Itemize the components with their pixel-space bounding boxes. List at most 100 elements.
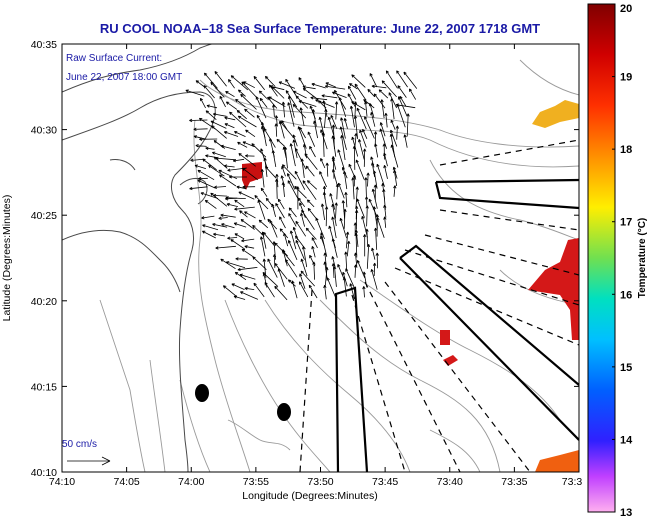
- current-vector: [260, 168, 265, 188]
- current-vector: [298, 77, 305, 88]
- current-vector: [307, 131, 316, 147]
- current-vector: [226, 202, 238, 207]
- current-vector: [334, 101, 339, 120]
- current-vector: [382, 143, 386, 160]
- current-vector: [331, 216, 337, 239]
- current-vector: [229, 111, 247, 128]
- current-vector: [235, 257, 248, 261]
- current-vector: [281, 182, 285, 197]
- current-vector: [365, 205, 369, 227]
- current-vector: [213, 232, 225, 237]
- x-tick-label: 73:50: [307, 476, 333, 488]
- current-vector: [323, 261, 328, 280]
- current-vector: [370, 156, 375, 168]
- inset-line-1: Raw Surface Current:: [66, 53, 162, 64]
- current-vector: [244, 108, 255, 118]
- current-vector: [185, 89, 205, 97]
- y-axis-ticks: 40:35 40:30 40:25 40:20 40:15 40:10: [31, 39, 579, 479]
- current-vector: [197, 169, 215, 181]
- current-vector: [362, 128, 368, 139]
- current-vector: [223, 131, 239, 137]
- current-vector: [342, 277, 347, 297]
- current-vector: [289, 230, 297, 250]
- current-vector: [299, 273, 306, 289]
- current-vector: [393, 185, 397, 197]
- current-vector: [237, 115, 257, 128]
- current-vector: [241, 238, 255, 243]
- y-tick-label: 40:20: [31, 296, 57, 308]
- current-vector: [352, 145, 357, 170]
- current-vector: [363, 99, 375, 109]
- current-vector: [371, 84, 387, 89]
- current-vector: [311, 109, 317, 127]
- current-vector: [287, 173, 296, 190]
- current-vector: [279, 216, 286, 229]
- current-vector: [208, 165, 225, 177]
- current-vector: [353, 264, 358, 278]
- current-vector: [322, 191, 327, 207]
- current-vector: [267, 218, 278, 230]
- current-vector: [274, 262, 288, 280]
- current-vector: [384, 112, 388, 128]
- current-vector: [321, 132, 325, 157]
- current-vector: [234, 206, 255, 211]
- current-vector: [262, 272, 279, 287]
- coastline: [62, 44, 216, 472]
- current-vector: [371, 247, 376, 260]
- current-vector: [295, 220, 307, 237]
- current-vector: [300, 258, 308, 277]
- current-vector: [201, 215, 215, 220]
- current-vector: [239, 291, 259, 300]
- current-vector: [390, 144, 399, 168]
- current-vector: [294, 170, 306, 190]
- current-vector: [195, 80, 205, 88]
- current-vector: [359, 129, 367, 148]
- current-vector: [214, 185, 227, 189]
- y-axis-label: Latitude (Degrees:Minutes): [1, 195, 13, 322]
- current-vector: [315, 99, 335, 108]
- current-vector: [306, 199, 315, 208]
- current-vector: [275, 202, 285, 219]
- current-vector: [300, 158, 305, 178]
- current-vector: [390, 129, 398, 147]
- current-vector: [200, 97, 206, 109]
- current-vector: [254, 195, 269, 210]
- current-vector: [282, 250, 295, 267]
- current-vector: [305, 227, 317, 240]
- current-vector: [403, 71, 418, 89]
- current-vector: [202, 158, 217, 171]
- current-vector: [383, 216, 387, 228]
- current-vector: [333, 266, 337, 287]
- x-axis-label: Longitude (Degrees:Minutes): [242, 490, 377, 502]
- current-vector: [274, 285, 288, 301]
- current-vector: [342, 170, 348, 190]
- current-vector: [358, 139, 365, 160]
- current-vector: [233, 131, 246, 137]
- x-tick-label: 73:40: [437, 476, 463, 488]
- current-vector: [237, 267, 258, 272]
- current-vector: [225, 101, 238, 110]
- current-vector: [374, 227, 378, 250]
- current-vector: [373, 184, 377, 200]
- current-vector: [210, 120, 227, 129]
- current-vector: [302, 180, 317, 200]
- current-vector: [324, 108, 328, 129]
- current-vector: [364, 116, 375, 139]
- current-vector: [288, 207, 297, 218]
- colorbar-tick-label: 16: [620, 289, 632, 301]
- current-vector: [193, 135, 207, 140]
- current-vector: [323, 252, 327, 269]
- current-vector: [338, 97, 347, 118]
- current-vector: [201, 230, 216, 239]
- current-vector: [349, 83, 358, 90]
- current-vector: [240, 219, 255, 230]
- current-vector: [313, 120, 318, 139]
- current-vector: [390, 98, 395, 120]
- current-vector: [385, 70, 398, 89]
- current-vector: [257, 199, 266, 220]
- current-vector: [237, 141, 248, 148]
- current-vector: [302, 87, 319, 100]
- current-vector: [365, 228, 369, 247]
- current-vector: [234, 199, 245, 208]
- current-vector: [288, 213, 297, 227]
